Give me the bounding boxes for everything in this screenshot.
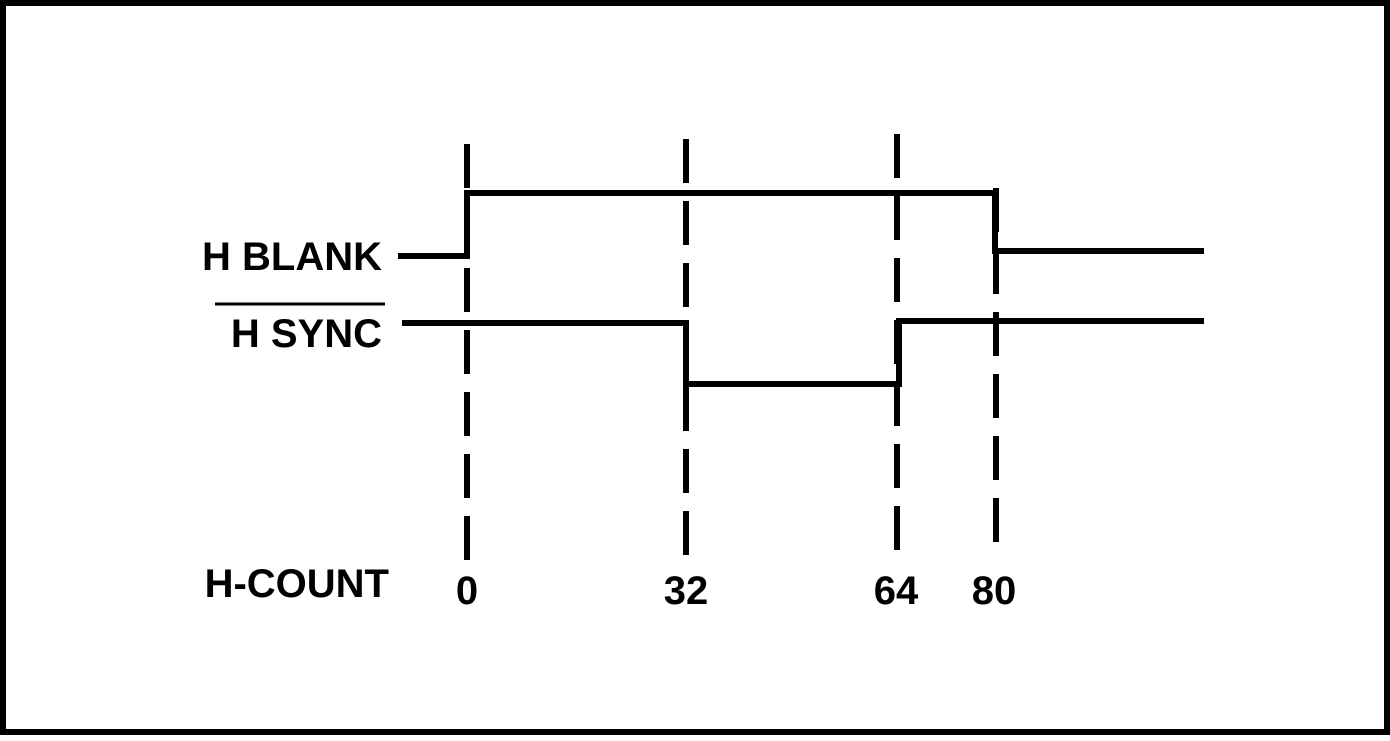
timing-diagram: H BLANK H SYNC H-COUNT 0 32 64 80 [202,134,1204,613]
h-blank-waveform [398,190,1204,259]
h-count-label: H-COUNT [205,562,389,606]
h-count-tick-64: 64 [874,569,919,613]
h-blank-label: H BLANK [202,235,382,279]
h-sync-waveform [402,318,1204,387]
h-sync-label: H SYNC [231,312,382,356]
h-count-tick-32: 32 [664,569,709,613]
h-count-tick-0: 0 [456,569,478,613]
h-count-tick-80: 80 [972,569,1017,613]
